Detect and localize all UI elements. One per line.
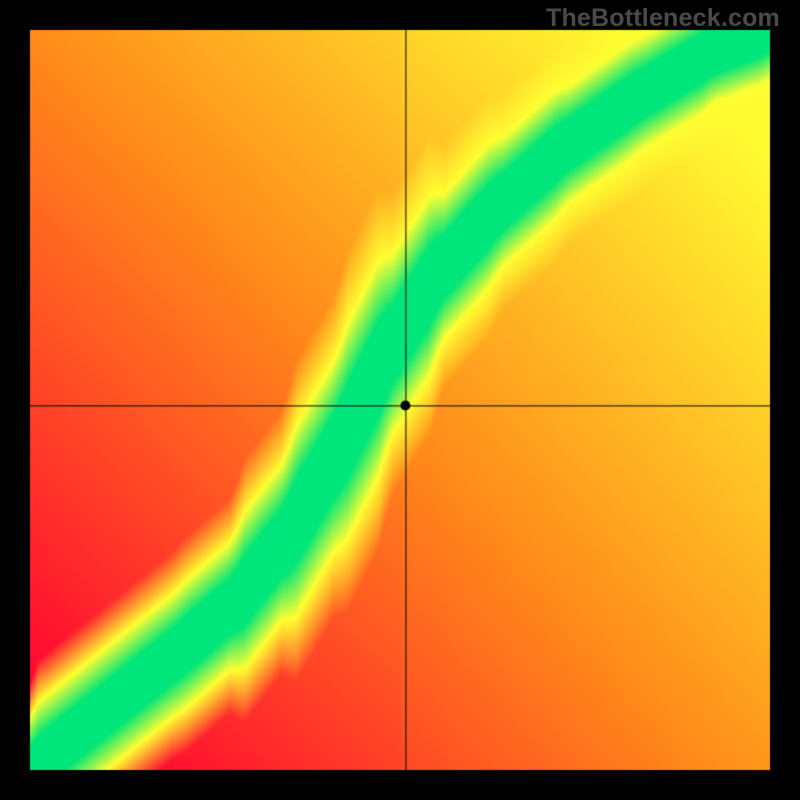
chart-container: TheBottleneck.com bbox=[0, 0, 800, 800]
watermark-text: TheBottleneck.com bbox=[546, 4, 780, 33]
bottleneck-heatmap bbox=[0, 0, 800, 800]
